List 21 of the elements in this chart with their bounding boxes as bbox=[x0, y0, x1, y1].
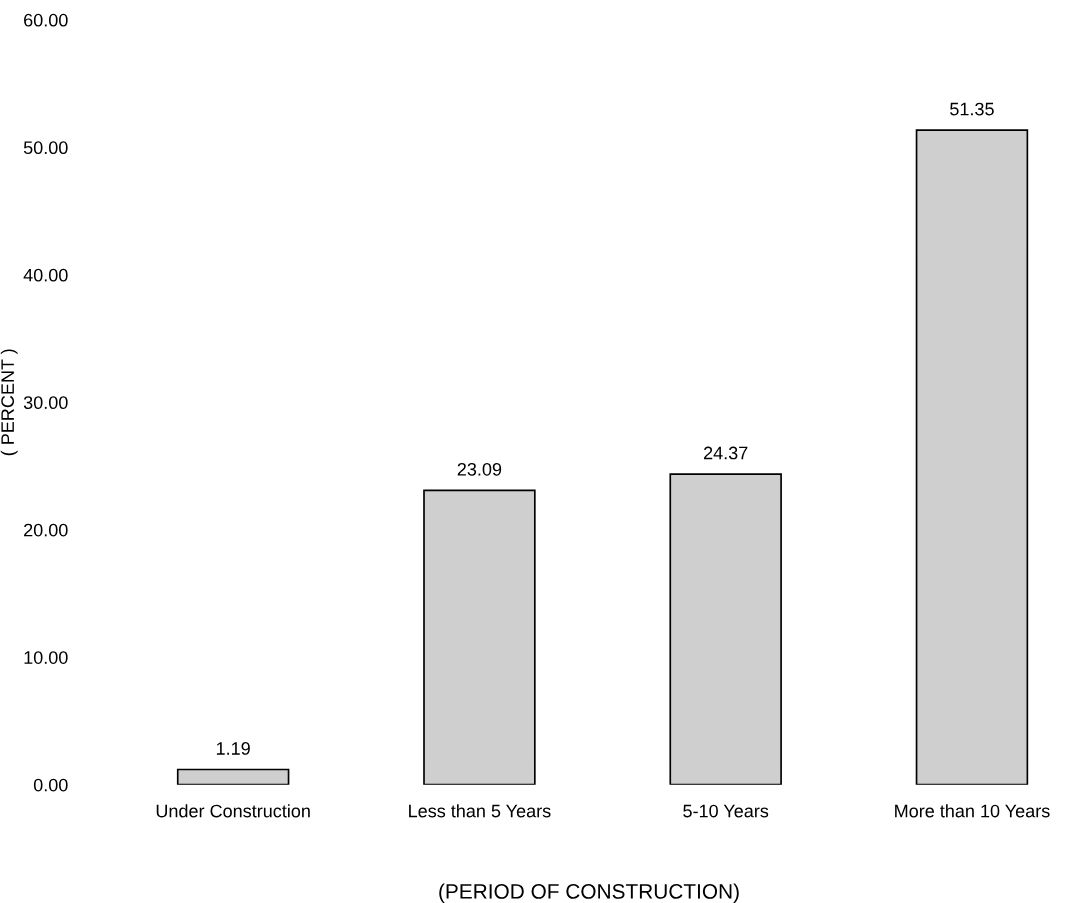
x-tick-label: Less than 5 Years bbox=[409, 804, 551, 818]
x-tick-label: More than 10 Years bbox=[895, 804, 1050, 818]
data-label: 1.19 bbox=[216, 742, 250, 755]
bar bbox=[176, 768, 290, 785]
y-tick-label: 10.00 bbox=[24, 651, 68, 664]
y-tick-label: 30.00 bbox=[23, 396, 68, 410]
data-label: 23.09 bbox=[457, 462, 502, 476]
x-tick-label: 5-10 Years bbox=[683, 804, 769, 818]
bar bbox=[423, 489, 536, 785]
x-axis-title: (PERIOD OF CONSTRUCTION) bbox=[439, 883, 739, 903]
data-label: 24.37 bbox=[704, 446, 748, 460]
bar bbox=[915, 129, 1029, 785]
y-tick-label: 40.00 bbox=[23, 268, 68, 282]
x-tick-label: Under Construction bbox=[156, 804, 310, 818]
y-tick-label: 60.00 bbox=[24, 13, 68, 27]
y-tick-label: 20.00 bbox=[24, 523, 68, 537]
y-tick-label: 0.00 bbox=[33, 778, 68, 792]
y-tick-label: 50.00 bbox=[23, 141, 68, 155]
y-axis-title: ( PERCENT ) bbox=[0, 349, 18, 456]
bar bbox=[669, 473, 782, 785]
data-label: 51.35 bbox=[950, 102, 994, 116]
